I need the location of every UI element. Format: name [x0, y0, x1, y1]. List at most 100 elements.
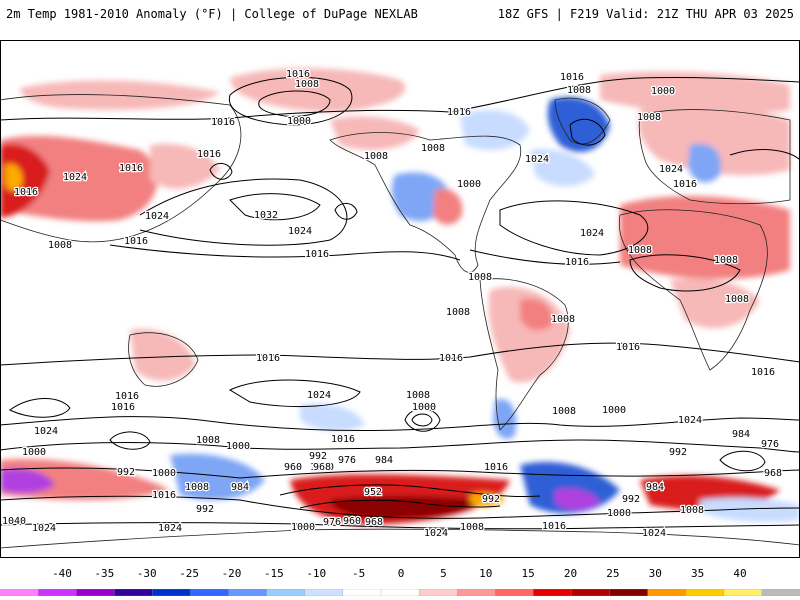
isobar-south-992-band — [0, 467, 800, 479]
isobar-label: 1024 — [145, 211, 169, 222]
isobar-label: 1000 — [287, 116, 311, 127]
colorbar-segment — [533, 589, 573, 596]
isobar-label: 1008 — [406, 390, 430, 401]
isobar-label: 1024 — [34, 426, 58, 437]
isobar-label: 1016 — [211, 117, 235, 128]
colorbar-segment — [380, 589, 420, 596]
colorbar-segment — [304, 589, 344, 596]
colorbar-segment — [456, 589, 496, 596]
isobar-label: 992 — [482, 494, 500, 505]
isobar-label: 1008 — [196, 435, 220, 446]
isobar-label: 1008 — [48, 240, 72, 251]
colorbar: -40 -35 -30 -25 -20 -15 -10 -5 0 5 10 15 20 25 30 35 40 — [0, 565, 800, 600]
isobar-label: 1024 — [63, 172, 87, 183]
isobar-label: 1024 — [659, 164, 683, 175]
colorbar-tick-label: 30 — [648, 567, 662, 580]
isobar-label: 992 — [117, 467, 135, 478]
isobar-label: 960 — [343, 516, 361, 527]
warm-area-north-africa — [620, 195, 790, 280]
isobar-label: 1008 — [567, 85, 591, 96]
isobar-label: 992 — [196, 504, 214, 515]
isobar-label: 1016 — [565, 257, 589, 268]
isobar-label: 1016 — [124, 236, 148, 247]
colorbar-tick-label: -40 — [52, 567, 72, 580]
isobar-south-atlantic-low — [719, 450, 766, 472]
map-title: 2m Temp 1981-2010 Anomaly (°F) | College… — [6, 7, 418, 21]
isobar-label: 1024 — [525, 154, 549, 165]
isobar-label: 1016 — [197, 149, 221, 160]
isobar-label: 1016 — [616, 342, 640, 353]
isobar-label: 984 — [231, 482, 249, 493]
isobar-pacific-high-1024 — [139, 178, 348, 246]
isobar-south-1024-band — [0, 416, 800, 431]
isobar-label: 1024 — [424, 528, 448, 539]
colorbar-tick-label: 40 — [733, 567, 747, 580]
isobar-south-960-band — [299, 499, 501, 509]
colorbar-tick-label: 0 — [397, 567, 405, 580]
isobar-north-africa-low — [629, 254, 741, 292]
isobar-label: 1024 — [158, 523, 182, 534]
colorbar-tick-label: 35 — [691, 567, 705, 580]
isobar-south-1016-band — [0, 342, 800, 366]
warm-area-west-asia-core — [0, 143, 50, 218]
isobar-label: 1008 — [185, 482, 209, 493]
isobar-label: 1000 — [310, 462, 334, 473]
coast-asia — [0, 94, 242, 243]
coast-antarctica — [0, 528, 800, 549]
isobar-label: 960 — [284, 462, 302, 473]
colorbar-tick-label: -10 — [306, 567, 327, 580]
isobar-south-976-band — [279, 484, 541, 498]
warm-area-southwest-usa — [433, 188, 463, 225]
isobar-label: 976 — [761, 439, 779, 450]
isobar-label: 1016 — [111, 402, 135, 413]
isobar-label: 1024 — [678, 415, 702, 426]
isobar-label: 1024 — [307, 390, 331, 401]
isobar-label: 984 — [732, 429, 750, 440]
coast-greenland — [554, 97, 611, 145]
anomaly-shading — [0, 68, 800, 525]
model-run-title: 18Z GFS | F219 Valid: 21Z THU APR 03 202… — [497, 7, 794, 21]
isobar-label: 976 — [323, 517, 341, 528]
isobar-iceland-low — [569, 118, 606, 146]
warm-area-north-atlantic — [600, 71, 790, 115]
isobar-label: 1000 — [152, 468, 176, 479]
isobar-label: 992 — [669, 447, 687, 458]
cool-area-east-europe — [688, 143, 721, 183]
colorbar-tick-labels: -40 -35 -30 -25 -20 -15 -10 -5 0 5 10 15 20 25 30 35 40 — [0, 565, 800, 581]
isobar-label: 984 — [375, 455, 393, 466]
isobar-label: 1016 — [560, 72, 584, 83]
isobar-label: 1024 — [580, 228, 604, 239]
isobar-pacific-high-1032 — [229, 193, 321, 221]
warm-area-amazon — [520, 298, 553, 331]
isobar-label: 1016 — [439, 353, 463, 364]
isobar-south-indian-1024 — [228, 379, 361, 408]
colorbar-tick-label: -30 — [136, 567, 157, 580]
colorbar-segment — [114, 589, 154, 596]
colorbar-segment — [37, 589, 77, 596]
isobar-label: 1008 — [637, 112, 661, 123]
colorbar-tick-label: 5 — [440, 567, 447, 580]
isobar-label: 992 — [622, 494, 640, 505]
coast-africa — [618, 209, 768, 371]
isobar-label: 1016 — [286, 69, 310, 80]
warm-area-east-asia — [150, 143, 220, 189]
isobar-label: 1032 — [254, 210, 278, 221]
isobar-south-west-high — [9, 398, 71, 418]
colorbar-tick-label: -5 — [352, 567, 366, 580]
isobar-label: 1008 — [446, 307, 470, 318]
colorbar-segment — [685, 589, 725, 596]
isobar-label: 984 — [646, 482, 664, 493]
isobar-label: 968 — [313, 462, 331, 473]
isobar-east-pacific-1016 — [109, 244, 461, 261]
isobar-label: 1008 — [295, 79, 319, 90]
isobar-label: 1000 — [412, 402, 436, 413]
colorbar-segment — [152, 589, 192, 596]
isobar-label: 1016 — [14, 187, 38, 198]
colorbar-segment — [228, 589, 268, 596]
warm-area-north-pacific — [230, 68, 406, 112]
warm-area-europe — [638, 104, 790, 176]
isobar-label: 1000 — [226, 441, 250, 452]
colorbar-segment — [723, 589, 763, 596]
isobar-label: 1016 — [751, 367, 775, 378]
